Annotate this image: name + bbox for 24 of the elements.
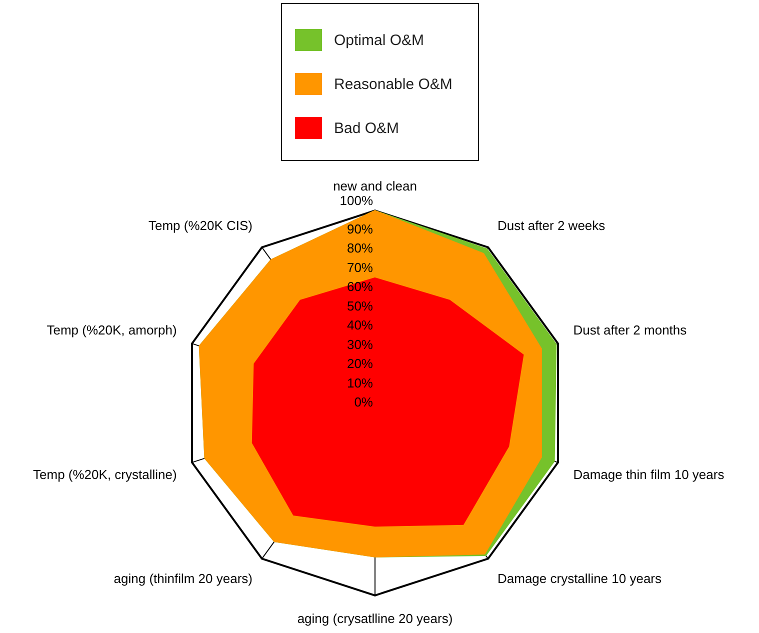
- spoke-label: Dust after 2 weeks: [497, 218, 606, 234]
- y-tick-label: 40%: [346, 318, 374, 333]
- y-tick-label: 30%: [346, 336, 374, 352]
- legend-label: Reasonable O&M: [334, 76, 452, 92]
- spoke-label: Dust after 2 months: [573, 322, 688, 338]
- spoke-label: new and clean: [333, 178, 417, 194]
- y-tick-label: 100%: [340, 193, 374, 208]
- y-tick-label: 80%: [346, 240, 374, 256]
- spoke-label: aging (thinfilm 20 years): [114, 570, 253, 586]
- y-tick-label: 60%: [346, 279, 374, 294]
- y-tick-label: 70%: [346, 260, 374, 275]
- y-tick-label: 90%: [346, 221, 374, 236]
- y-tick-label: 20%: [346, 356, 374, 372]
- spoke-label: aging (crysatlline 20 years): [297, 610, 453, 626]
- spoke-label: Temp (%20K, amorph): [46, 322, 177, 338]
- spoke-label: Damage thin film 10 years: [573, 466, 725, 482]
- legend-label: Bad O&M: [334, 120, 400, 136]
- spoke-label: Temp (%20K, crystalline): [33, 466, 177, 482]
- y-tick-label: 10%: [346, 375, 374, 390]
- spoke-label: Temp (%20K CIS): [148, 218, 253, 234]
- y-tick-label: 0%: [354, 394, 374, 410]
- spoke-label: Damage crystalline 10 years: [497, 570, 662, 586]
- y-tick-label: 50%: [346, 298, 374, 314]
- legend-label: Optimal O&M: [334, 32, 424, 48]
